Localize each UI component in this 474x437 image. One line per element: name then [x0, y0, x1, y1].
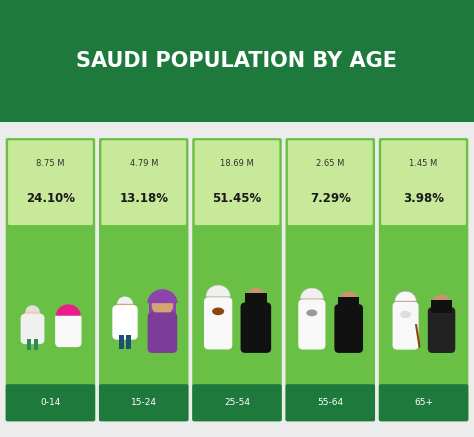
Circle shape — [301, 294, 322, 313]
Ellipse shape — [400, 311, 411, 318]
Circle shape — [395, 296, 416, 315]
Bar — [338, 297, 359, 310]
Text: 2.65 M: 2.65 M — [316, 159, 345, 168]
FancyBboxPatch shape — [55, 314, 82, 347]
Text: 1.45 M: 1.45 M — [410, 159, 438, 168]
Wedge shape — [206, 285, 230, 296]
FancyBboxPatch shape — [298, 299, 326, 350]
FancyBboxPatch shape — [334, 304, 363, 353]
Text: 15-24: 15-24 — [131, 398, 157, 407]
Text: 65+: 65+ — [414, 398, 433, 407]
Text: 3.98%: 3.98% — [403, 192, 444, 205]
Bar — [56, 316, 81, 328]
Wedge shape — [395, 291, 416, 301]
FancyBboxPatch shape — [379, 384, 468, 421]
Circle shape — [339, 291, 358, 309]
Text: 18.69 M: 18.69 M — [220, 159, 254, 168]
FancyBboxPatch shape — [99, 384, 189, 421]
FancyArrowPatch shape — [416, 325, 419, 347]
Bar — [149, 302, 176, 318]
FancyBboxPatch shape — [20, 314, 45, 344]
Bar — [245, 293, 267, 309]
Bar — [431, 301, 452, 313]
FancyBboxPatch shape — [99, 138, 189, 421]
Circle shape — [432, 295, 451, 312]
FancyBboxPatch shape — [392, 302, 419, 350]
Bar — [27, 339, 31, 350]
Text: 55-64: 55-64 — [317, 398, 343, 407]
FancyBboxPatch shape — [112, 305, 137, 340]
FancyBboxPatch shape — [288, 140, 373, 225]
FancyBboxPatch shape — [195, 140, 279, 225]
Wedge shape — [301, 288, 323, 298]
Circle shape — [246, 288, 265, 305]
Circle shape — [23, 309, 42, 326]
FancyBboxPatch shape — [147, 312, 177, 353]
FancyBboxPatch shape — [6, 384, 95, 421]
Circle shape — [152, 295, 173, 316]
Circle shape — [59, 309, 77, 326]
Text: 8.75 M: 8.75 M — [36, 159, 64, 168]
Ellipse shape — [212, 308, 224, 315]
FancyBboxPatch shape — [381, 140, 466, 225]
FancyBboxPatch shape — [285, 384, 375, 421]
Wedge shape — [117, 297, 133, 304]
Wedge shape — [56, 304, 81, 316]
Text: 24.10%: 24.10% — [26, 192, 75, 205]
Bar — [126, 335, 131, 349]
Text: 13.18%: 13.18% — [119, 192, 168, 205]
FancyBboxPatch shape — [6, 138, 95, 421]
Text: 7.29%: 7.29% — [310, 192, 351, 205]
Text: 0-14: 0-14 — [40, 398, 61, 407]
FancyBboxPatch shape — [428, 307, 456, 353]
Bar — [0, 0, 474, 122]
FancyBboxPatch shape — [101, 140, 186, 225]
FancyBboxPatch shape — [241, 302, 271, 353]
Ellipse shape — [306, 309, 318, 316]
Wedge shape — [147, 289, 178, 303]
FancyBboxPatch shape — [204, 297, 232, 350]
Text: 25-54: 25-54 — [224, 398, 250, 407]
Wedge shape — [25, 305, 40, 312]
Text: 4.79 M: 4.79 M — [129, 159, 158, 168]
Bar — [34, 339, 38, 350]
FancyBboxPatch shape — [192, 138, 282, 421]
Text: SAUDI POPULATION BY AGE: SAUDI POPULATION BY AGE — [76, 51, 398, 71]
FancyBboxPatch shape — [285, 138, 375, 421]
FancyBboxPatch shape — [379, 138, 468, 421]
Text: 51.45%: 51.45% — [212, 192, 262, 205]
FancyBboxPatch shape — [8, 140, 93, 225]
Circle shape — [115, 299, 135, 318]
Bar — [119, 335, 124, 349]
FancyBboxPatch shape — [192, 384, 282, 421]
Circle shape — [207, 291, 229, 312]
